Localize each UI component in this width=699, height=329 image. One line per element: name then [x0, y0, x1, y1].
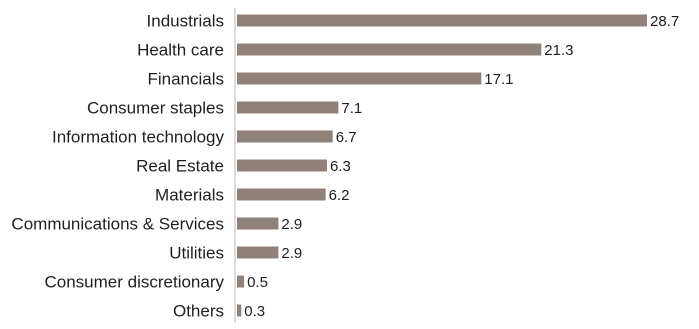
bar: [237, 14, 647, 27]
category-label: Materials: [155, 186, 224, 205]
category-label: Consumer staples: [87, 99, 224, 118]
bar: [237, 217, 279, 230]
value-label: 6.3: [330, 158, 351, 175]
value-label: 21.3: [544, 42, 573, 59]
bar: [237, 246, 279, 259]
category-label: Health care: [137, 41, 224, 60]
bar: [237, 275, 245, 288]
bars-group: [237, 14, 647, 317]
value-labels-group: 28.7 21.3 17.1 7.1 6.7 6.3 6.2 2.9 2.9 0.5 0.3: [244, 13, 679, 320]
value-label: 17.1: [484, 71, 513, 88]
category-label: Financials: [147, 70, 224, 89]
bar: [237, 159, 327, 172]
bar: [237, 188, 326, 201]
value-label: 0.3: [244, 303, 265, 320]
bar: [237, 101, 339, 114]
category-label: Utilities: [169, 244, 224, 263]
category-label: Real Estate: [136, 157, 224, 176]
category-label: Others: [173, 302, 224, 321]
value-label: 6.2: [329, 187, 350, 204]
bar: [237, 130, 333, 143]
value-label: 2.9: [281, 245, 302, 262]
value-label: 0.5: [247, 274, 268, 291]
category-label: Consumer discretionary: [44, 273, 224, 292]
category-label: Communications & Services: [11, 215, 224, 234]
bar: [237, 304, 242, 317]
value-label: 7.1: [341, 100, 362, 117]
category-label: Information technology: [52, 128, 224, 147]
value-label: 2.9: [281, 216, 302, 233]
bar: [237, 72, 482, 85]
bar: [237, 43, 542, 56]
value-label: 6.7: [336, 129, 357, 146]
category-label: Industrials: [147, 12, 224, 31]
value-label: 28.7: [650, 13, 679, 30]
category-labels-group: Industrials Health care Financials Consumer…: [11, 12, 224, 321]
